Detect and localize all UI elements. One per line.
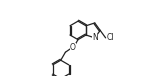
Text: O: O [70, 43, 76, 52]
Text: N: N [92, 33, 98, 42]
Text: Cl: Cl [106, 33, 114, 42]
